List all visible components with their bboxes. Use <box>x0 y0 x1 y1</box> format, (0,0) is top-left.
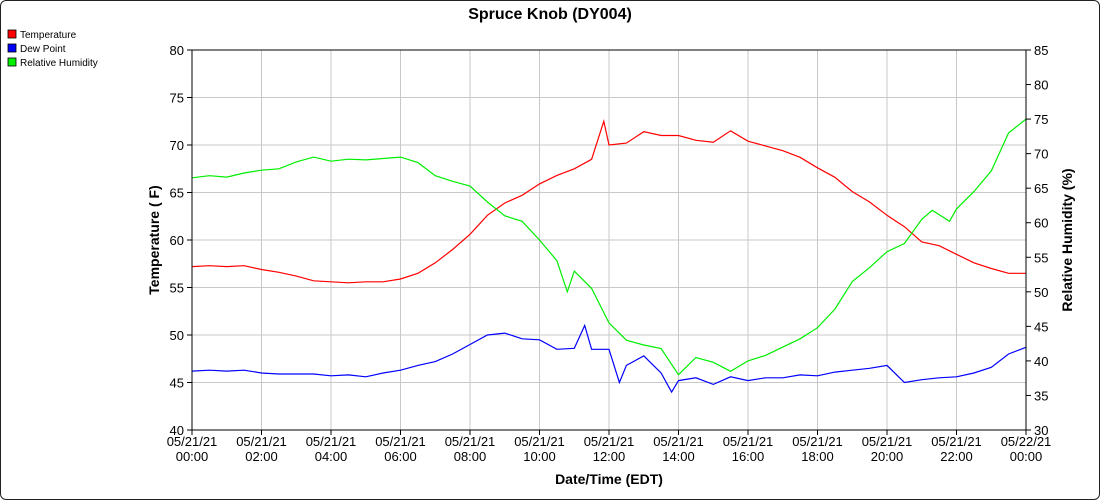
legend-label: Dew Point <box>20 44 66 55</box>
x-tick-time: 22:00 <box>940 449 973 464</box>
axes: 40 45 50 55 60 65 70 75 80 30 35 40 45 50 55 60 65 70 75 80… <box>167 43 1052 464</box>
x-tick-time: 10:00 <box>523 449 556 464</box>
plot-area-border <box>191 49 1027 431</box>
y2-tick-label: 75 <box>1034 112 1048 127</box>
x-tick-time: 18:00 <box>801 449 834 464</box>
y-axis-label: Temperature ( F) <box>146 185 162 294</box>
y-tick-label: 70 <box>170 138 184 153</box>
x-tick-time: 04:00 <box>315 449 348 464</box>
x-tick-time: 06:00 <box>384 449 417 464</box>
y2-tick-label: 50 <box>1034 285 1048 300</box>
x-tick-time: 02:00 <box>245 449 278 464</box>
y2-tick-label: 45 <box>1034 319 1048 334</box>
series-layer <box>191 118 1027 394</box>
y2-tick-label: 60 <box>1034 216 1048 231</box>
legend-swatch <box>7 29 17 39</box>
x-tick-date: 05/21/21 <box>167 434 218 449</box>
y2-tick-label: 85 <box>1034 43 1048 58</box>
x-axis-label: Date/Time (EDT) <box>555 471 663 487</box>
y2-tick-label: 80 <box>1034 78 1048 93</box>
y-tick-label: 75 <box>170 91 184 106</box>
x-tick-date: 05/21/21 <box>792 434 843 449</box>
y2-tick-label: 70 <box>1034 147 1048 162</box>
x-tick-time: 00:00 <box>176 449 209 464</box>
y-tick-label: 50 <box>170 328 184 343</box>
y2-tick-label: 65 <box>1034 181 1048 196</box>
y2-axis-label: Relative Humidity (%) <box>1059 168 1075 311</box>
x-tick-date: 05/21/21 <box>584 434 635 449</box>
series-line-temperature <box>191 118 1026 284</box>
x-tick-time: 16:00 <box>732 449 765 464</box>
x-tick-date: 05/22/21 <box>1001 434 1052 449</box>
x-tick-time: 20:00 <box>871 449 904 464</box>
y2-tick-label: 35 <box>1034 388 1048 403</box>
legend-swatch <box>7 57 17 67</box>
y-tick-label: 60 <box>170 233 184 248</box>
x-tick-date: 05/21/21 <box>862 434 913 449</box>
x-tick-date: 05/21/21 <box>306 434 357 449</box>
y2-tick-label: 55 <box>1034 250 1048 265</box>
y-tick-label: 40 <box>170 423 184 438</box>
y2-tick-label: 30 <box>1034 423 1048 438</box>
x-tick-time: 00:00 <box>1010 449 1043 464</box>
x-tick-date: 05/21/21 <box>375 434 426 449</box>
legend-swatch <box>7 43 17 53</box>
series-line-relative-humidity <box>191 118 1027 376</box>
grid <box>191 49 1027 431</box>
x-tick-date: 05/21/21 <box>723 434 774 449</box>
x-tick-time: 08:00 <box>454 449 487 464</box>
y-tick-label: 80 <box>170 43 184 58</box>
y2-tick-label: 40 <box>1034 354 1048 369</box>
x-tick-date: 05/21/21 <box>931 434 982 449</box>
x-tick-date: 05/21/21 <box>653 434 704 449</box>
y-tick-label: 45 <box>170 376 184 391</box>
x-tick-date: 05/21/21 <box>445 434 496 449</box>
y-tick-label: 55 <box>170 281 184 296</box>
legend-label: Relative Humidity <box>20 58 98 69</box>
x-tick-time: 14:00 <box>662 449 695 464</box>
series-line-dew-point <box>191 323 1027 394</box>
x-tick-time: 12:00 <box>593 449 626 464</box>
y-tick-label: 65 <box>170 186 184 201</box>
x-tick-date: 05/21/21 <box>514 434 565 449</box>
legend-label: Temperature <box>20 30 77 41</box>
legend: Temperature Dew Point Relative Humidity <box>7 29 98 69</box>
chart-title: Spruce Knob (DY004) <box>468 6 632 23</box>
x-tick-date: 05/21/21 <box>236 434 287 449</box>
